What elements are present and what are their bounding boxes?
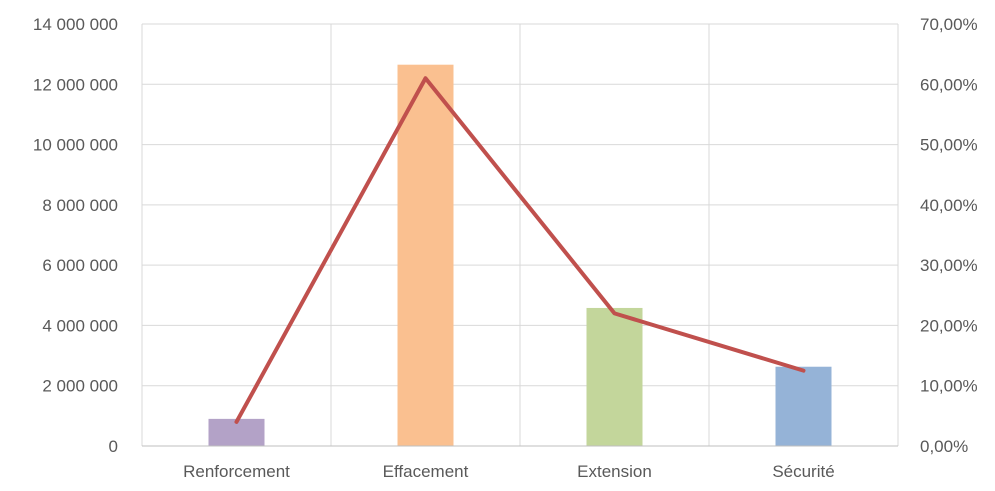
y-left-tick-label: 12 000 000 <box>33 75 118 94</box>
bar-s-curit- <box>776 367 832 446</box>
y-right-tick-label: 60,00% <box>920 75 978 94</box>
y-left-tick-label: 10 000 000 <box>33 136 118 155</box>
y-right-tick-label: 50,00% <box>920 136 978 155</box>
x-tick-label: Extension <box>577 462 652 481</box>
y-left-tick-label: 14 000 000 <box>33 15 118 34</box>
bar-effacement <box>398 65 454 446</box>
y-left-tick-label: 8 000 000 <box>42 196 118 215</box>
y-right-tick-label: 30,00% <box>920 256 978 275</box>
x-tick-label: Renforcement <box>183 462 290 481</box>
x-tick-label: Effacement <box>383 462 469 481</box>
y-left-tick-label: 2 000 000 <box>42 377 118 396</box>
y-left-tick-label: 6 000 000 <box>42 256 118 275</box>
bar-extension <box>587 308 643 446</box>
y-right-tick-label: 20,00% <box>920 316 978 335</box>
axes: 0 2 000 000 4 000 000 6 000 000 8 000 000 10 … <box>33 15 978 481</box>
y-right-tick-label: 10,00% <box>920 377 978 396</box>
y-left-tick-label: 4 000 000 <box>42 316 118 335</box>
x-tick-label: Sécurité <box>772 462 834 481</box>
y-right-tick-label: 40,00% <box>920 196 978 215</box>
y-right-tick-label: 70,00% <box>920 15 978 34</box>
y-left-tick-label: 0 <box>109 437 118 456</box>
y-right-tick-label: 0,00% <box>920 437 968 456</box>
